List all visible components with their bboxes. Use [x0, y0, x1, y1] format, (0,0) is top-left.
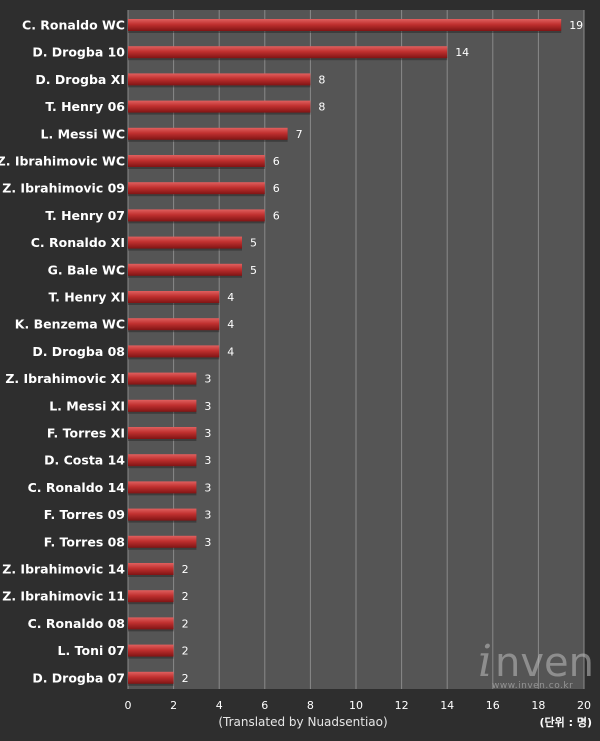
category-label: C. Ronaldo 14 [28, 480, 126, 495]
x-tick-label: 20 [577, 699, 591, 712]
category-label: F. Torres 09 [44, 507, 125, 522]
bar [128, 182, 265, 195]
category-label: D. Drogba 08 [32, 344, 125, 359]
category-label: Z. Ibrahimovic 11 [2, 589, 125, 604]
category-label: D. Drogba 07 [32, 670, 125, 685]
bar [128, 590, 174, 603]
bar [128, 73, 311, 86]
watermark-url: www.inven.co.kr [492, 681, 573, 691]
value-label: 6 [273, 182, 280, 195]
category-label: G. Bale WC [48, 262, 125, 277]
x-tick-label: 14 [440, 699, 454, 712]
value-label: 4 [227, 345, 234, 358]
category-label: C. Ronaldo 08 [28, 616, 125, 631]
x-tick-label: 12 [395, 699, 409, 712]
x-tick-label: 10 [349, 699, 363, 712]
value-label: 4 [227, 318, 234, 331]
category-label: L. Toni 07 [58, 643, 125, 658]
bar [128, 345, 220, 358]
bar [128, 155, 265, 167]
x-tick-label: 4 [216, 699, 223, 712]
value-label: 3 [204, 454, 211, 467]
value-label: 3 [204, 536, 211, 549]
category-label: K. Benzema WC [15, 317, 125, 332]
x-tick-label: 2 [170, 699, 177, 712]
bar [128, 318, 220, 331]
bar [128, 399, 197, 412]
category-label: L. Messi XI [49, 398, 125, 413]
value-label: 3 [204, 481, 211, 494]
value-label: 3 [204, 400, 211, 413]
category-label: T. Henry 06 [45, 99, 125, 114]
x-axis-ticks: 0 2 4 6 8 10 12 14 16 18 20 [125, 699, 592, 712]
bar [128, 100, 311, 113]
value-label: 8 [318, 101, 325, 114]
value-label: 4 [227, 291, 234, 304]
bar [128, 127, 288, 140]
category-label: T. Henry 07 [45, 208, 125, 223]
bar [128, 481, 197, 494]
bar [128, 508, 197, 521]
bar [128, 19, 562, 31]
category-label: D. Costa 14 [44, 453, 125, 468]
value-label: 14 [455, 46, 469, 59]
value-label: 3 [204, 427, 211, 440]
bar [128, 535, 197, 548]
value-label: 6 [273, 209, 280, 222]
category-label: C. Ronaldo XI [31, 235, 125, 250]
watermark-logo: nven [495, 640, 594, 686]
bar [128, 372, 197, 385]
category-label: C. Ronaldo WC [22, 18, 125, 33]
category-label: F. Torres XI [47, 426, 125, 441]
x-tick-label: 18 [531, 699, 545, 712]
value-label: 3 [204, 509, 211, 522]
bar [128, 563, 174, 575]
value-label: 2 [182, 672, 189, 685]
category-label: T. Henry XI [48, 290, 125, 305]
bar [128, 263, 242, 276]
value-label: 5 [250, 237, 257, 250]
category-labels: C. Ronaldo WC D. Drogba 10 D. Drogba XI T. … [0, 18, 125, 686]
watermark-logo-i: i [478, 636, 492, 687]
grid-lines [127, 10, 585, 689]
value-label: 3 [204, 373, 211, 386]
x-tick-label: 16 [486, 699, 500, 712]
value-labels: 19 14 8 8 7 6 6 6 5 5 4 4 4 3 3 3 3 3 3 3 2 2 2 2 2 [182, 19, 584, 685]
value-label: 19 [569, 19, 583, 32]
bar [128, 46, 448, 59]
category-label: Z. Ibrahimovic XI [5, 371, 125, 386]
value-label: 5 [250, 264, 257, 277]
category-label: L. Messi WC [41, 126, 125, 141]
x-tick-label: 0 [125, 699, 132, 712]
value-label: 8 [318, 73, 325, 86]
category-label: Z. Ibrahimovic WC [0, 154, 125, 169]
category-label: Z. Ibrahimovic 14 [2, 562, 125, 577]
bar [128, 236, 242, 249]
bars [128, 19, 562, 686]
category-label: F. Torres 08 [44, 534, 125, 549]
value-label: 2 [182, 563, 189, 576]
bar [128, 671, 174, 684]
bar [128, 209, 265, 222]
bar [128, 644, 174, 657]
x-tick-label: 8 [307, 699, 314, 712]
category-label: D. Drogba 10 [32, 45, 125, 60]
bar [128, 427, 197, 439]
value-label: 2 [182, 617, 189, 630]
x-axis-title: (Translated by Nuadsentiao) [218, 715, 387, 729]
value-label: 6 [273, 155, 280, 168]
category-label: D. Drogba XI [35, 72, 125, 87]
bar [128, 617, 174, 630]
value-label: 2 [182, 590, 189, 603]
value-label: 7 [296, 128, 303, 141]
unit-label: (단위 : 명) [540, 715, 592, 729]
bar [128, 454, 197, 467]
inven-watermark: i nven www.inven.co.kr [478, 636, 594, 691]
x-tick-label: 6 [261, 699, 268, 712]
category-label: Z. Ibrahimovic 09 [2, 181, 125, 196]
bar [128, 291, 220, 303]
value-label: 2 [182, 645, 189, 658]
